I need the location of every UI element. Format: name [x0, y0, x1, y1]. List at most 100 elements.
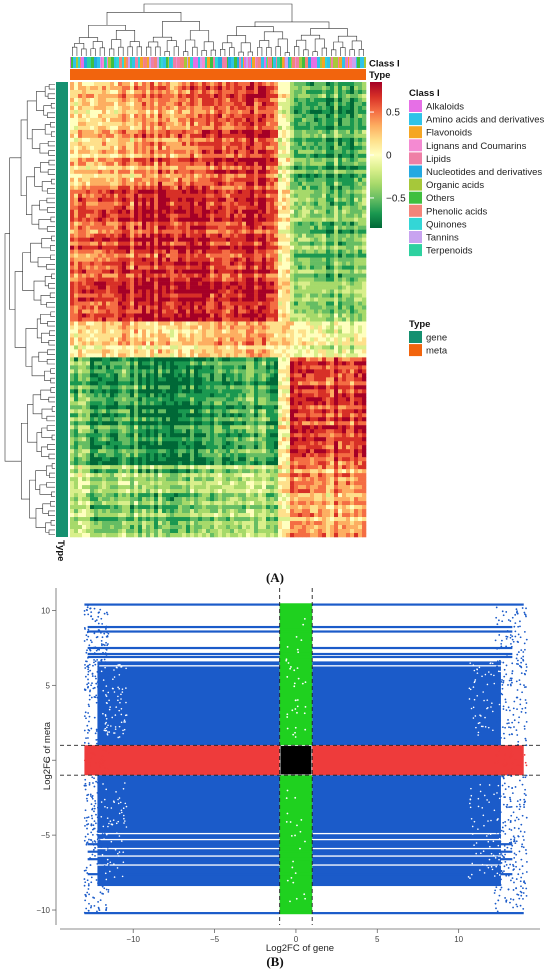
heatmap-cell [142, 305, 147, 310]
heatmap-cell [182, 173, 187, 179]
heatmap-cell [286, 113, 291, 119]
heatmap-cell [218, 321, 223, 326]
heatmap-cell [298, 141, 303, 147]
heatmap-cell [354, 257, 359, 262]
heatmap-cell [350, 273, 355, 278]
heatmap-cell [286, 309, 291, 314]
heatmap-cell [334, 325, 339, 330]
heatmap-cell [198, 189, 203, 195]
heatmap-cell [322, 165, 327, 171]
heatmap-cell [158, 265, 163, 270]
heatmap-cell [230, 137, 235, 143]
heatmap-cell [94, 93, 99, 99]
heatmap-cell [118, 97, 123, 103]
heatmap-cell [234, 301, 239, 306]
heatmap-cell [202, 173, 207, 179]
heatmap-cell [134, 265, 139, 270]
heatmap-cell [274, 297, 279, 302]
heatmap-cell [98, 329, 103, 334]
heatmap-cell [234, 117, 239, 123]
heatmap-cell [70, 313, 75, 318]
heatmap-cell [274, 317, 279, 322]
heatmap-cell [86, 237, 91, 242]
heatmap-cell [110, 93, 115, 99]
heatmap-cell [122, 245, 127, 250]
heatmap-cell [362, 205, 367, 211]
heatmap-cell [206, 82, 211, 87]
heatmap-cell [338, 241, 343, 246]
heatmap-cell [122, 237, 127, 242]
heatmap-cell [150, 317, 155, 322]
heatmap-cell [78, 265, 83, 270]
heatmap-cell [126, 177, 131, 183]
heatmap-cell [198, 289, 203, 294]
heatmap-cell [326, 105, 331, 111]
heatmap-cell [358, 117, 363, 123]
heatmap-cell [278, 273, 283, 278]
heatmap-cell [306, 261, 311, 266]
heatmap-cell [286, 261, 291, 266]
heatmap-cell [122, 181, 127, 187]
class-stripe [97, 57, 100, 68]
heatmap-cell [198, 233, 203, 238]
heatmap-cell [146, 157, 151, 163]
heatmap-cell [94, 281, 99, 286]
heatmap-cell [318, 233, 323, 238]
heatmap-cell [182, 313, 187, 318]
heatmap-cell [126, 117, 131, 123]
heatmap-cell [186, 245, 191, 250]
heatmap-cell [106, 173, 111, 179]
heatmap-cell [314, 177, 319, 183]
heatmap-cell [102, 165, 107, 171]
heatmap-cell [162, 89, 167, 95]
heatmap-cell [82, 153, 87, 159]
heatmap-cell [342, 85, 347, 91]
heatmap-cell [270, 229, 275, 234]
heatmap-cell [154, 89, 159, 95]
heatmap-cell [326, 149, 331, 155]
heatmap-cell [338, 273, 343, 278]
heatmap-cell [250, 113, 255, 119]
heatmap-cell [310, 217, 315, 222]
heatmap-cell [138, 121, 143, 127]
heatmap-cell [250, 137, 255, 143]
heatmap-cell [82, 233, 87, 238]
heatmap-cell [198, 101, 203, 107]
heatmap-cell [262, 237, 267, 242]
heatmap-cell [294, 265, 299, 270]
heatmap-cell [202, 153, 207, 159]
heatmap-cell [302, 177, 307, 183]
heatmap-cell [82, 277, 87, 282]
heatmap-cell [70, 113, 75, 119]
heatmap-cell [122, 193, 127, 199]
heatmap-cell [278, 309, 283, 314]
heatmap-cell [82, 293, 87, 298]
heatmap-cell [354, 325, 359, 330]
class-stripe [207, 57, 210, 68]
heatmap-cell [306, 117, 311, 123]
heatmap-cell [210, 125, 215, 131]
heatmap-cell [266, 89, 271, 95]
heatmap-cell [194, 241, 199, 246]
heatmap-cell [246, 205, 251, 211]
heatmap-cell [254, 193, 259, 199]
heatmap-cell [146, 253, 151, 258]
heatmap-cell [282, 145, 287, 151]
heatmap-cell [110, 173, 115, 179]
heatmap-cell [310, 129, 315, 135]
heatmap-cell [74, 277, 79, 282]
heatmap-cell [90, 205, 95, 211]
heatmap-cell [290, 153, 295, 159]
heatmap-cell [186, 189, 191, 195]
heatmap-cell [102, 125, 107, 131]
heatmap-cell [234, 253, 239, 258]
heatmap-cell [266, 313, 271, 318]
heatmap-cell [358, 82, 363, 87]
heatmap-cell [258, 173, 263, 179]
heatmap-cell [278, 329, 283, 334]
heatmap-cell [258, 301, 263, 306]
heatmap-cell [122, 197, 127, 203]
heatmap-cell [202, 209, 207, 215]
heatmap-cell [358, 85, 363, 91]
heatmap-cell [178, 213, 183, 218]
